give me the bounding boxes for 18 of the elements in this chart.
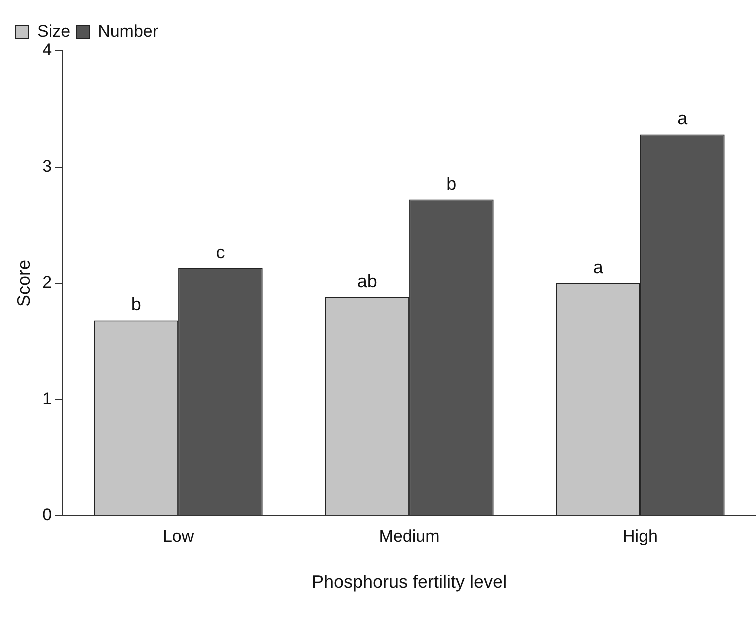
x-tick-label: High [623,526,658,546]
legend-label: Number [98,22,159,42]
y-tick-label: 4 [42,40,52,60]
y-tick-label: 3 [42,156,52,176]
x-tick-label: Low [162,526,195,546]
data-label: b [446,174,457,194]
data-label: b [131,294,142,315]
x-tick-label: Medium [379,526,440,546]
data-label: ab [357,271,378,292]
y-tick-label: 0 [42,506,52,525]
x-axis-title: Phosphorus fertility level [312,572,508,592]
data-label: a [678,108,689,129]
y-tick-label: 2 [42,273,52,292]
data-label: c [216,242,226,262]
y-tick-label: 1 [42,389,52,408]
y-axis-title: Score [14,260,34,308]
legend-label: Size [38,22,71,42]
data-label: a [593,257,604,278]
